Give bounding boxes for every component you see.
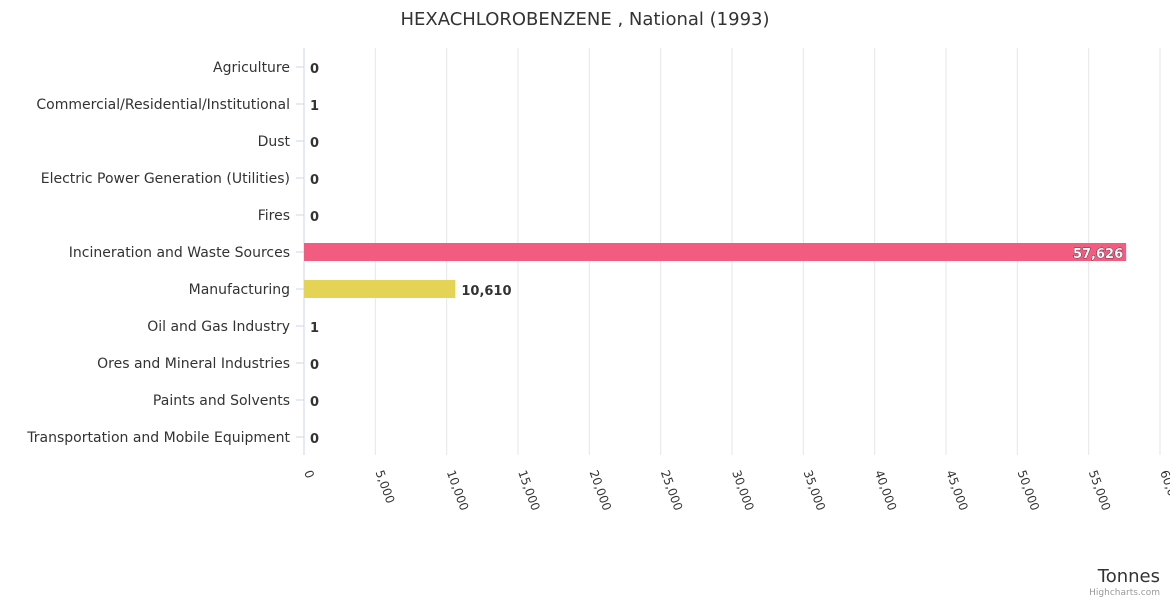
value-axis-ticks: 0 5,000 10,000 15,000 20,000 25,000 30,000 35,0… xyxy=(301,468,1170,512)
data-label: 0 xyxy=(310,173,319,188)
data-label: 0 xyxy=(310,432,319,447)
category-labels: Agriculture Commercial/Residential/Instit… xyxy=(26,60,304,446)
tick-label: 40,000 xyxy=(872,468,900,512)
tick-label: 50,000 xyxy=(1015,468,1043,512)
category-label: Paints and Solvents xyxy=(153,393,290,409)
tick-label: 55,000 xyxy=(1086,468,1114,512)
bar xyxy=(304,243,1127,261)
data-label: 0 xyxy=(310,62,319,77)
tick-label: 0 xyxy=(301,468,317,480)
data-label: 0 xyxy=(310,210,319,225)
chart-title: HEXACHLOROBENZENE , National (1993) xyxy=(400,9,769,30)
category-label: Dust xyxy=(258,134,291,150)
data-label: 0 xyxy=(310,358,319,373)
data-label: 10,610 xyxy=(461,284,511,299)
category-label: Oil and Gas Industry xyxy=(147,319,290,335)
category-label: Ores and Mineral Industries xyxy=(97,356,290,372)
credits-link[interactable]: Highcharts.com xyxy=(1089,588,1160,598)
category-label: Fires xyxy=(258,208,290,224)
data-label: 1 xyxy=(310,99,319,114)
value-axis-title: Tonnes xyxy=(1097,566,1160,587)
data-label: 57,626 xyxy=(1073,247,1123,262)
tick-label: 10,000 xyxy=(444,468,472,512)
tick-label: 60,000 xyxy=(1157,468,1170,512)
category-label: Agriculture xyxy=(213,60,290,76)
bar xyxy=(304,280,456,298)
data-label: 1 xyxy=(310,321,319,336)
category-label: Commercial/Residential/Institutional xyxy=(36,97,290,113)
category-label: Incineration and Waste Sources xyxy=(69,245,290,261)
tick-label: 35,000 xyxy=(801,468,829,512)
tick-label: 45,000 xyxy=(943,468,971,512)
data-label: 0 xyxy=(310,395,319,410)
category-label: Electric Power Generation (Utilities) xyxy=(41,171,290,187)
tick-label: 20,000 xyxy=(587,468,615,512)
tick-label: 25,000 xyxy=(658,468,686,512)
tick-label: 30,000 xyxy=(729,468,757,512)
bars: 0 1 0 0 0 57,626 10,610 1 0 0 0 xyxy=(304,62,1127,447)
tick-label: 5,000 xyxy=(373,468,398,505)
tick-label: 15,000 xyxy=(515,468,543,512)
data-label: 0 xyxy=(310,136,319,151)
category-label: Manufacturing xyxy=(189,282,290,298)
category-label: Transportation and Mobile Equipment xyxy=(26,430,290,446)
